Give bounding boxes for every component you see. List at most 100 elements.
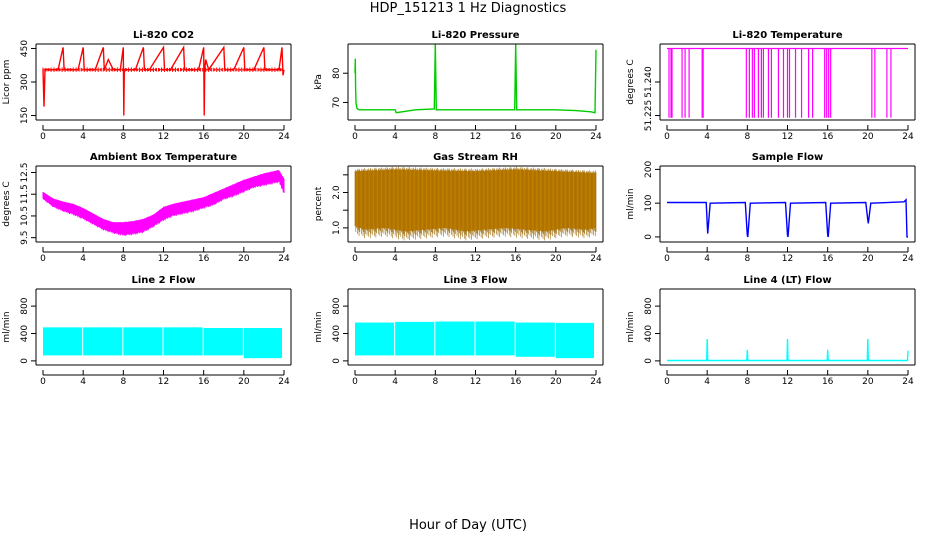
y-tick-label: 0	[20, 358, 30, 364]
panel-y-axis-label: ml/min	[2, 311, 12, 342]
panel-title: Sample Flow	[752, 152, 824, 163]
x-tick-label: 24	[902, 254, 914, 264]
x-tick-label: 4	[704, 377, 710, 387]
x-tick-label: 4	[392, 254, 398, 264]
y-tick-label: 300	[20, 73, 30, 90]
x-tick-label: 0	[664, 254, 670, 264]
x-tick-label: 0	[352, 377, 358, 387]
x-tick-label: 4	[704, 254, 710, 264]
x-tick-label: 24	[278, 377, 290, 387]
x-tick-label: 8	[432, 254, 438, 264]
x-tick-label: 12	[158, 254, 169, 264]
panel-y-axis-label: degrees C	[2, 181, 12, 226]
panel-y-axis-label: kPa	[314, 74, 324, 90]
panel-data	[42, 170, 285, 236]
panel-data	[42, 45, 285, 116]
band-block	[243, 328, 282, 359]
x-tick-label: 24	[590, 132, 602, 142]
band-block	[515, 322, 555, 357]
panel-title: Line 2 Flow	[132, 275, 196, 286]
panel-y-axis-label: ml/min	[314, 311, 324, 342]
x-tick-label: 24	[278, 132, 290, 142]
panel-y-axis-label: ml/min	[626, 188, 636, 219]
panel-title: Line 4 (LT) Flow	[743, 275, 831, 286]
x-tick-label: 16	[510, 254, 522, 264]
y-tick-label: 51.240	[644, 66, 654, 98]
y-tick-label: 800	[332, 297, 342, 314]
x-tick-label: 12	[782, 254, 793, 264]
x-tick-label: 0	[40, 377, 46, 387]
panel-6: Sample Flow ml/min 0 4 8 12 16 20 24 0 100 200	[626, 152, 916, 264]
panel-title: Gas Stream RH	[433, 152, 518, 163]
panel-9: Line 4 (LT) Flow ml/min 0 4 8 12 16 20 24 0 400 800	[626, 275, 916, 387]
x-tick-label: 8	[120, 132, 126, 142]
y-tick-label: 400	[332, 325, 342, 342]
x-tick-label: 8	[744, 254, 750, 264]
panel-y-axis-label: degrees C	[626, 59, 636, 104]
x-tick-label: 20	[862, 254, 874, 264]
panel-title: Line 3 Flow	[444, 275, 508, 286]
panel-3: Li-820 Temperature degrees C 0 4 8 12 16 20 24 51…	[626, 30, 916, 142]
panel-2: Li-820 Pressure kPa 0 4 8 12 16 20 24 70 80	[314, 30, 604, 142]
x-tick-label: 16	[510, 377, 522, 387]
x-tick-label: 16	[822, 377, 834, 387]
y-tick-label: 9.5	[20, 230, 30, 244]
panel-y-axis-label: ml/min	[626, 311, 636, 342]
band-block	[203, 328, 243, 356]
band-block	[555, 322, 594, 359]
x-tick-label: 12	[158, 132, 169, 142]
x-tick-label: 8	[432, 377, 438, 387]
x-tick-label: 12	[470, 377, 481, 387]
x-tick-label: 20	[862, 377, 874, 387]
panel-y-axis-label: Licor ppm	[2, 60, 12, 105]
y-tick-label: 450	[20, 40, 30, 57]
x-tick-label: 20	[238, 254, 250, 264]
panel-title: Ambient Box Temperature	[90, 152, 237, 163]
x-tick-label: 24	[278, 254, 290, 264]
x-tick-label: 24	[590, 377, 602, 387]
y-tick-label: 11.5	[20, 184, 30, 204]
x-tick-label: 16	[198, 254, 210, 264]
x-tick-label: 16	[198, 132, 210, 142]
x-tick-label: 4	[80, 254, 86, 264]
y-tick-label: 10.5	[20, 206, 30, 226]
x-tick-label: 20	[550, 254, 562, 264]
band-block	[355, 322, 395, 356]
panel-data	[43, 327, 282, 359]
x-tick-label: 16	[198, 377, 210, 387]
y-tick-label: 800	[644, 297, 654, 314]
x-tick-label: 12	[782, 377, 793, 387]
y-tick-label: 100	[644, 194, 654, 211]
y-tick-label: 0	[644, 358, 654, 364]
panel-data	[354, 44, 597, 114]
y-tick-label: 70	[332, 96, 342, 108]
series-line	[667, 198, 908, 238]
x-tick-label: 12	[158, 377, 169, 387]
x-tick-label: 4	[80, 132, 86, 142]
band-block	[435, 321, 475, 356]
y-tick-label: 200	[644, 161, 654, 178]
x-tick-label: 4	[80, 377, 86, 387]
y-tick-label: 0	[332, 358, 342, 364]
x-tick-label: 4	[704, 132, 710, 142]
y-tick-label: 80	[332, 67, 342, 79]
panel-7: Line 2 Flow ml/min 0 4 8 12 16 20 24 0 400 800	[2, 275, 292, 387]
x-tick-label: 0	[352, 132, 358, 142]
y-tick-label: 400	[20, 325, 30, 342]
x-tick-label: 12	[470, 254, 481, 264]
panel-data	[354, 166, 597, 241]
panel-5: Gas Stream RH percent 0 4 8 12 16 20 24 1.0 2.0	[314, 152, 604, 264]
y-tick-label: 400	[644, 325, 654, 342]
series-line	[42, 45, 285, 116]
x-tick-label: 16	[510, 132, 522, 142]
x-tick-label: 8	[744, 377, 750, 387]
y-tick-label: 800	[20, 297, 30, 314]
panel-data	[355, 321, 594, 359]
x-tick-label: 20	[550, 132, 562, 142]
x-tick-label: 0	[40, 132, 46, 142]
x-tick-label: 20	[238, 377, 250, 387]
panel-title: Li-820 Temperature	[732, 30, 842, 41]
x-tick-label: 12	[782, 132, 793, 142]
y-tick-label: 51.225	[644, 100, 654, 132]
panel-title: Li-820 Pressure	[431, 30, 519, 41]
